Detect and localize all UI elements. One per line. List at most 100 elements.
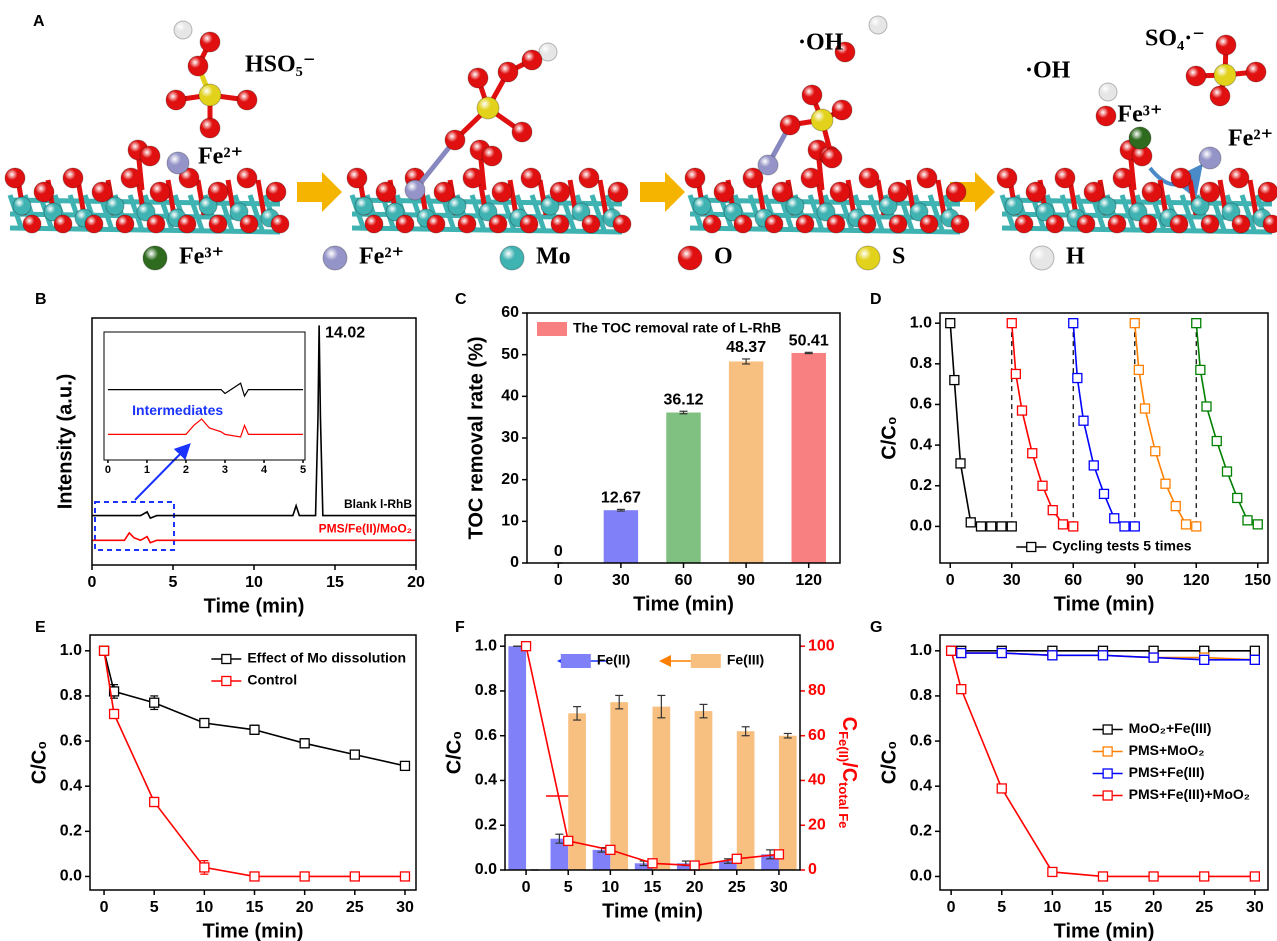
x-tick-label: 90: [1126, 572, 1144, 589]
marker: [1016, 405, 1028, 416]
atom: [608, 182, 628, 202]
x-tick-label: 90: [737, 572, 755, 589]
x-tick-label: 10: [195, 899, 213, 916]
atom-shade: [521, 49, 543, 71]
y2-tick-label: 40: [808, 772, 826, 789]
x-axis-label: Time (min): [203, 920, 304, 941]
x-tick-label: 10: [601, 879, 619, 896]
atom: [724, 203, 742, 221]
atom-shade: [177, 214, 197, 234]
legend-label: Effect of Mo dissolution: [247, 650, 406, 666]
atom: [147, 215, 165, 233]
legend-marker: [221, 653, 232, 665]
atom: [827, 215, 845, 233]
atom: [1200, 182, 1220, 202]
atom-shade: [4, 167, 26, 189]
marker: [149, 697, 160, 708]
legend-label: Fe(III): [727, 652, 764, 668]
bond: [255, 179, 267, 216]
atom-shade: [208, 214, 228, 234]
atom-shade: [178, 167, 200, 189]
x-tick-label: 20: [407, 574, 425, 591]
atom-shade: [270, 214, 290, 234]
atom-legend-label: H: [1066, 244, 1085, 270]
atom-shade: [1262, 214, 1277, 234]
legend-marker: [1102, 768, 1113, 779]
atom-shade: [1170, 167, 1192, 189]
atom-shade: [166, 151, 190, 175]
y-tick-label: 0: [510, 554, 519, 571]
atom-shade: [549, 181, 571, 203]
atom: [166, 90, 186, 110]
y-axis-label: C/C₀: [443, 731, 465, 774]
x-tick-label: 3: [222, 464, 228, 476]
bond: [351, 225, 623, 235]
atom: [200, 118, 220, 138]
legend-marker: [1102, 724, 1113, 735]
atom: [448, 197, 466, 215]
atom-shade: [831, 99, 853, 121]
atom-shade: [919, 214, 939, 234]
atom: [780, 115, 800, 135]
atom: [208, 182, 228, 202]
chart-panel: 0 1 2 3 4 5 Intermediates: [103, 331, 306, 476]
y-tick-label: 0.0: [60, 868, 82, 885]
atom: [34, 182, 54, 202]
species-label: SO₄·⁻: [1145, 26, 1205, 52]
legend-swatch: [560, 654, 591, 668]
marker: [1006, 521, 1017, 532]
y-tick-label: 0.4: [475, 772, 497, 789]
atom-shade: [1054, 167, 1076, 189]
marker: [1199, 654, 1210, 665]
atom: [572, 203, 590, 221]
atom-shade: [801, 84, 823, 106]
x-tick-label: 15: [326, 574, 344, 591]
atom-shade: [165, 89, 187, 111]
atom: [1263, 215, 1277, 233]
x-axis-label: Time (min): [204, 595, 305, 617]
atom-shade: [136, 202, 156, 222]
x-axis-label: Time (min): [633, 593, 734, 615]
y2-axis-label: CFe(II)/Ctotal Fe: [836, 717, 860, 829]
atom-shade: [236, 89, 258, 111]
x-tick-label: 10: [1043, 899, 1061, 916]
y-tick-label: 0.6: [910, 732, 932, 749]
legend: MoO₂+Fe(III) PMS+MoO₂ PMS+Fe(III) PMS+Fe(II…: [1092, 720, 1250, 802]
value-label: 12.67: [601, 490, 641, 507]
atom-shade: [433, 181, 455, 203]
atom: [458, 215, 476, 233]
atom: [685, 168, 705, 188]
atom-shade: [346, 167, 368, 189]
atom: [376, 182, 396, 202]
atom: [23, 215, 41, 233]
atom-shade: [1257, 181, 1277, 203]
marker: [647, 858, 658, 869]
atom-shade: [265, 181, 287, 203]
atom: [1055, 168, 1075, 188]
series-line: [1010, 323, 1074, 528]
atom-shade: [757, 154, 779, 176]
marker: [986, 521, 997, 532]
marker: [1160, 478, 1171, 489]
marker: [1078, 415, 1089, 426]
atom-shade: [481, 145, 503, 167]
atom: [1170, 215, 1188, 233]
atom-shade: [571, 202, 591, 222]
atom-shade: [1083, 181, 1105, 203]
atom: [714, 182, 734, 202]
marker: [605, 844, 616, 856]
marker: [1148, 652, 1159, 663]
y-tick-label: 0.4: [60, 777, 82, 794]
atom-shade: [1138, 214, 1158, 234]
marker: [1097, 871, 1109, 882]
atom: [1098, 197, 1116, 215]
series-line: [1195, 323, 1259, 526]
marker: [108, 686, 120, 697]
atom-shade: [1141, 181, 1163, 203]
marker: [1097, 650, 1109, 661]
atom: [396, 215, 414, 233]
atom-shade: [950, 214, 970, 234]
bar: [694, 711, 713, 870]
atom: [889, 215, 907, 233]
atom-shade: [607, 181, 629, 203]
